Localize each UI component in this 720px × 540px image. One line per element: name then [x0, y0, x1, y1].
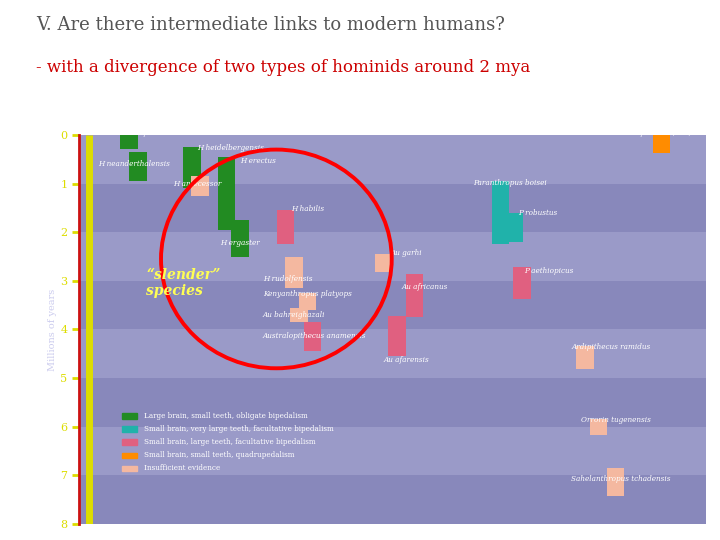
- Bar: [122, 453, 137, 458]
- Text: “slender”
species: “slender” species: [146, 268, 220, 298]
- Bar: [513, 267, 531, 299]
- Y-axis label: Millions of years: Millions of years: [48, 288, 58, 370]
- Text: Au bahreighazali: Au bahreighazali: [263, 311, 325, 319]
- Bar: [192, 176, 209, 195]
- Bar: [79, 329, 706, 378]
- Bar: [492, 181, 509, 244]
- Bar: [79, 427, 706, 475]
- Bar: [122, 413, 137, 418]
- Bar: [79, 232, 706, 281]
- Bar: [79, 524, 706, 540]
- Text: - with a divergence of two types of hominids around 2 mya: - with a divergence of two types of homi…: [36, 59, 530, 76]
- Bar: [299, 293, 316, 310]
- Bar: [576, 347, 593, 369]
- Text: Au garhi: Au garhi: [390, 249, 422, 257]
- Text: P robustus: P robustus: [518, 209, 557, 217]
- Bar: [183, 147, 201, 188]
- Bar: [505, 213, 523, 242]
- Text: Small brain, very large teeth, facultative bipedalism: Small brain, very large teeth, facultati…: [143, 425, 333, 433]
- Text: V. Are there intermediate links to modern humans?: V. Are there intermediate links to moder…: [36, 16, 505, 34]
- Bar: [590, 419, 607, 435]
- Bar: [120, 135, 138, 148]
- Bar: [290, 308, 308, 322]
- Text: Chimpanzees (Pan): Chimpanzees (Pan): [621, 129, 692, 137]
- Bar: [122, 440, 137, 445]
- Text: Paranthropus boisei: Paranthropus boisei: [474, 179, 547, 187]
- Bar: [375, 254, 392, 272]
- Bar: [130, 152, 147, 181]
- Text: Large brain, small teeth, obligate bipedalism: Large brain, small teeth, obligate biped…: [143, 412, 307, 420]
- Text: H antecessor: H antecessor: [173, 180, 222, 188]
- Bar: [388, 316, 406, 356]
- Text: H heidelbergensis: H heidelbergensis: [197, 144, 264, 152]
- Bar: [285, 256, 302, 288]
- Bar: [607, 468, 624, 496]
- Text: P aethiopicus: P aethiopicus: [525, 267, 574, 275]
- Bar: [79, 184, 706, 232]
- Text: H neanderthalensis: H neanderthalensis: [98, 160, 170, 168]
- Bar: [277, 210, 294, 244]
- Bar: [304, 322, 321, 352]
- Text: Orrorin tugenensis: Orrorin tugenensis: [581, 416, 651, 424]
- Text: Au africanus: Au africanus: [401, 283, 448, 291]
- Text: Au afarensis: Au afarensis: [384, 356, 429, 364]
- Bar: [122, 427, 137, 431]
- Text: H ergaster: H ergaster: [220, 240, 260, 247]
- Bar: [218, 157, 235, 230]
- Text: Insufficient evidence: Insufficient evidence: [143, 464, 220, 472]
- Text: H rudolfensis: H rudolfensis: [263, 275, 312, 283]
- Bar: [79, 475, 706, 524]
- Bar: [652, 135, 670, 153]
- Bar: [406, 273, 423, 317]
- Text: H habilis: H habilis: [291, 206, 324, 213]
- Bar: [122, 465, 137, 471]
- Text: Sahelanthropus tchadensis: Sahelanthropus tchadensis: [572, 475, 671, 483]
- Text: Ardipithecus ramidus: Ardipithecus ramidus: [572, 343, 651, 351]
- Bar: [79, 135, 706, 184]
- Text: Small brain, large teeth, facultative bipedalism: Small brain, large teeth, facultative bi…: [143, 438, 315, 446]
- Bar: [79, 281, 706, 329]
- Text: H erectus: H erectus: [240, 157, 276, 165]
- Text: Australopithecus anamensis: Australopithecus anamensis: [263, 332, 366, 340]
- Text: Small brain, small teeth, quadrupedalism: Small brain, small teeth, quadrupedalism: [143, 451, 294, 460]
- Text: Homo sapiens: Homo sapiens: [112, 129, 163, 137]
- Bar: [231, 220, 249, 256]
- Text: Kenyanthropus platyops: Kenyanthropus platyops: [263, 289, 352, 298]
- Bar: [79, 378, 706, 427]
